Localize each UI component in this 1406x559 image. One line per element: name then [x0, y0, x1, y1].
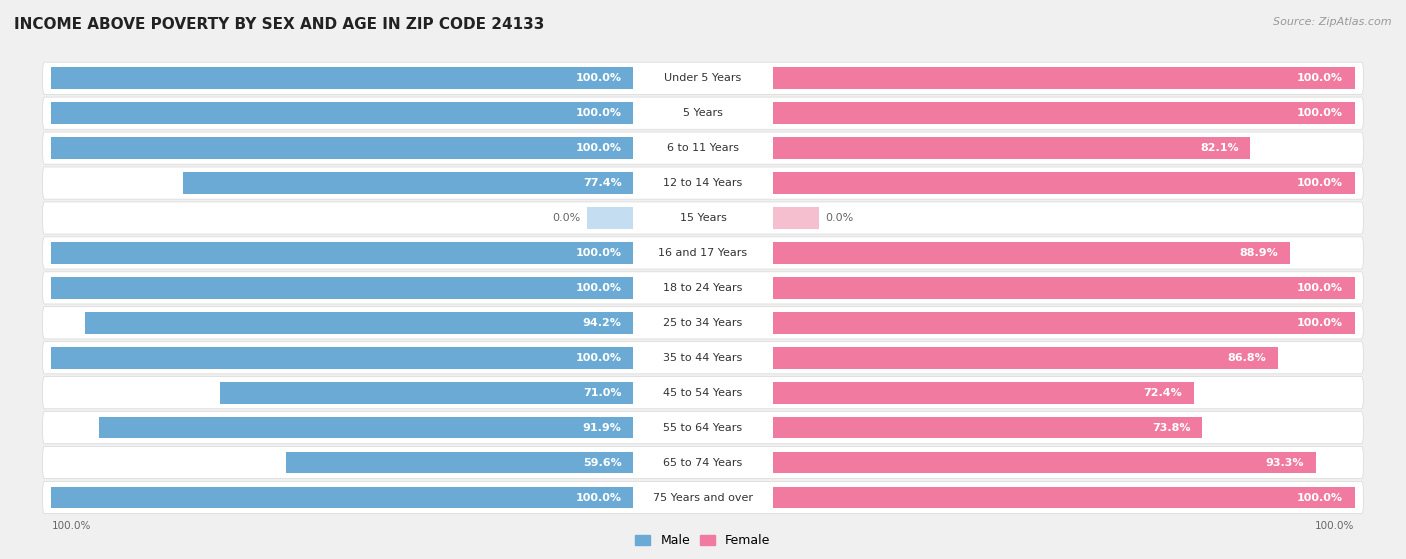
Text: 16 and 17 Years: 16 and 17 Years [658, 248, 748, 258]
Bar [52, 68, 633, 89]
Text: 77.4%: 77.4% [583, 178, 621, 188]
Text: 100.0%: 100.0% [1296, 492, 1343, 503]
Bar [52, 347, 633, 368]
Text: 59.6%: 59.6% [583, 458, 621, 467]
FancyBboxPatch shape [42, 167, 1364, 199]
Text: 100.0%: 100.0% [1296, 318, 1343, 328]
Bar [586, 207, 633, 229]
Bar [86, 312, 633, 334]
FancyBboxPatch shape [42, 411, 1364, 444]
FancyBboxPatch shape [42, 447, 1364, 479]
Text: INCOME ABOVE POVERTY BY SEX AND AGE IN ZIP CODE 24133: INCOME ABOVE POVERTY BY SEX AND AGE IN Z… [14, 17, 544, 32]
Bar [773, 382, 1194, 404]
Text: 15 Years: 15 Years [679, 213, 727, 223]
FancyBboxPatch shape [42, 62, 1364, 94]
Text: 45 to 54 Years: 45 to 54 Years [664, 388, 742, 397]
Text: 71.0%: 71.0% [583, 388, 621, 397]
Text: 18 to 24 Years: 18 to 24 Years [664, 283, 742, 293]
Bar [773, 277, 1354, 299]
Bar [773, 417, 1202, 438]
Text: Source: ZipAtlas.com: Source: ZipAtlas.com [1274, 17, 1392, 27]
FancyBboxPatch shape [42, 237, 1364, 269]
Text: 100.0%: 100.0% [1296, 73, 1343, 83]
Text: 35 to 44 Years: 35 to 44 Years [664, 353, 742, 363]
Text: 100.0%: 100.0% [575, 143, 621, 153]
Text: 88.9%: 88.9% [1240, 248, 1278, 258]
FancyBboxPatch shape [42, 307, 1364, 339]
Text: 25 to 34 Years: 25 to 34 Years [664, 318, 742, 328]
Text: 65 to 74 Years: 65 to 74 Years [664, 458, 742, 467]
Text: 100.0%: 100.0% [1315, 522, 1354, 531]
Legend: Male, Female: Male, Female [630, 529, 776, 552]
Bar [773, 172, 1354, 194]
Text: 100.0%: 100.0% [575, 248, 621, 258]
Bar [52, 242, 633, 264]
Bar [773, 487, 1354, 508]
Text: 6 to 11 Years: 6 to 11 Years [666, 143, 740, 153]
Bar [773, 312, 1354, 334]
FancyBboxPatch shape [42, 202, 1364, 234]
FancyBboxPatch shape [42, 342, 1364, 374]
Text: 0.0%: 0.0% [553, 213, 581, 223]
Bar [773, 102, 1354, 124]
Text: 5 Years: 5 Years [683, 108, 723, 118]
Bar [52, 102, 633, 124]
Text: 100.0%: 100.0% [52, 522, 91, 531]
Bar [52, 487, 633, 508]
Text: 100.0%: 100.0% [1296, 283, 1343, 293]
FancyBboxPatch shape [42, 481, 1364, 514]
Bar [52, 277, 633, 299]
FancyBboxPatch shape [42, 97, 1364, 129]
Text: 100.0%: 100.0% [575, 492, 621, 503]
Bar [773, 242, 1291, 264]
FancyBboxPatch shape [42, 377, 1364, 409]
Text: 0.0%: 0.0% [825, 213, 853, 223]
Text: Under 5 Years: Under 5 Years [665, 73, 741, 83]
Text: 75 Years and over: 75 Years and over [652, 492, 754, 503]
Text: 12 to 14 Years: 12 to 14 Years [664, 178, 742, 188]
Bar [52, 138, 633, 159]
Text: 86.8%: 86.8% [1227, 353, 1267, 363]
Text: 91.9%: 91.9% [582, 423, 621, 433]
Text: 93.3%: 93.3% [1265, 458, 1303, 467]
Bar [773, 452, 1316, 473]
Text: 94.2%: 94.2% [582, 318, 621, 328]
Bar [183, 172, 633, 194]
Text: 82.1%: 82.1% [1201, 143, 1239, 153]
Bar [98, 417, 633, 438]
Bar [773, 138, 1250, 159]
Bar [287, 452, 633, 473]
Text: 100.0%: 100.0% [575, 353, 621, 363]
Bar [773, 347, 1278, 368]
Text: 100.0%: 100.0% [575, 283, 621, 293]
Text: 100.0%: 100.0% [575, 108, 621, 118]
Text: 73.8%: 73.8% [1152, 423, 1191, 433]
Bar [221, 382, 633, 404]
Text: 100.0%: 100.0% [1296, 108, 1343, 118]
Text: 55 to 64 Years: 55 to 64 Years [664, 423, 742, 433]
FancyBboxPatch shape [42, 132, 1364, 164]
Bar [773, 68, 1354, 89]
FancyBboxPatch shape [42, 272, 1364, 304]
Text: 100.0%: 100.0% [1296, 178, 1343, 188]
Text: 72.4%: 72.4% [1143, 388, 1182, 397]
Bar [773, 207, 820, 229]
Text: 100.0%: 100.0% [575, 73, 621, 83]
